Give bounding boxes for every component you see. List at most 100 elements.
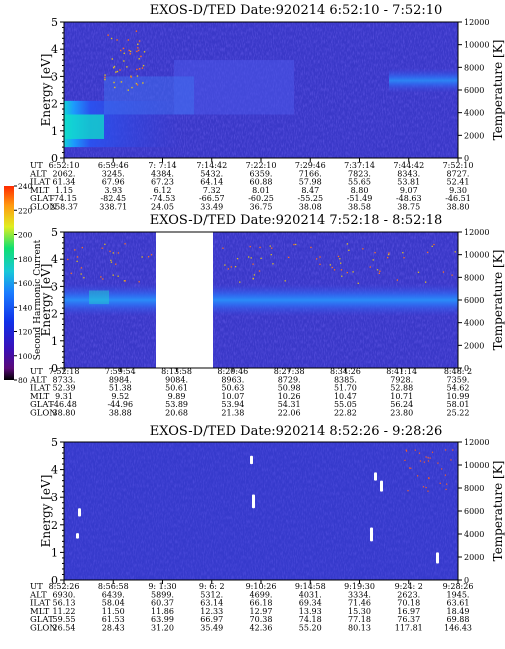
- y2-tick-label: 12000: [464, 228, 489, 237]
- y2-tick-label: 10000: [464, 461, 489, 470]
- table-cell: 61.34: [53, 178, 76, 187]
- table-cell: 9.30: [449, 186, 467, 195]
- table-cell: -74.15: [51, 194, 77, 203]
- table-cell: 69.88: [447, 615, 470, 624]
- colorbar-tick-label: 240: [18, 182, 33, 191]
- panel-title: EXOS-D/TED Date:920214 8:52:26 - 9:28:26: [150, 424, 443, 439]
- table-cell: 15.30: [348, 607, 371, 616]
- y2-axis: 0 2000 4000 6000 8000 10000 12000 Temperature […: [458, 438, 505, 585]
- table-cell: 50.63: [221, 384, 244, 393]
- colorbar-tick-label: 100: [18, 352, 33, 361]
- table-cell: 67.23: [151, 178, 174, 187]
- table-cell: 7823.: [348, 169, 371, 178]
- table-cell: -82.45: [100, 194, 126, 203]
- y-tick-label: 2: [51, 98, 58, 111]
- y2-tick-label: 0: [464, 364, 469, 373]
- table-cell: 25.22: [447, 409, 470, 418]
- table-cell: 35.49: [200, 624, 223, 633]
- table-cell: 22.82: [334, 409, 357, 418]
- table-cell: 6:52:10: [49, 161, 80, 170]
- y2-tick-label: 2000: [464, 131, 484, 140]
- y-tick-label: 3: [51, 70, 58, 83]
- table-cell: 24.05: [151, 203, 174, 212]
- table-cell: 11.86: [151, 607, 174, 616]
- table-cell: 76.37: [397, 615, 420, 624]
- table-cell: 10.71: [390, 392, 413, 401]
- table-cell: 338.71: [99, 203, 127, 212]
- table-cell: 5899.: [151, 590, 174, 599]
- table-cell: 8:52:26: [49, 582, 80, 591]
- y2-tick-label: 4000: [464, 109, 484, 118]
- table-cell: 56.24: [390, 400, 413, 409]
- y2-tick-label: 8000: [464, 484, 484, 493]
- table-cell: 38.80: [53, 409, 76, 418]
- table-cell: 11.50: [102, 607, 125, 616]
- row-label: MLT: [30, 186, 50, 196]
- table-cell: 11.22: [53, 607, 76, 616]
- y-tick-label: 0: [51, 362, 58, 375]
- row-label: GLON: [30, 203, 57, 213]
- colorbar-tick-label: 200: [18, 231, 33, 240]
- ephemeris-table: UTALTILATMLTGLATGLON7:52:188733.52.399.3…: [29, 367, 472, 419]
- row-label: GLAT: [30, 400, 54, 410]
- row-label: UT: [30, 367, 43, 377]
- table-cell: 8.01: [252, 186, 270, 195]
- table-cell: 3245.: [102, 169, 125, 178]
- table-cell: 8729.: [278, 375, 301, 384]
- table-cell: 3.93: [104, 186, 122, 195]
- y-tick-label: 2: [51, 308, 58, 321]
- table-cell: 77.18: [348, 615, 371, 624]
- y2-tick-label: 8000: [464, 273, 484, 282]
- table-cell: 8963.: [221, 375, 244, 384]
- table-cell: 70.38: [250, 615, 273, 624]
- panel-2: EXOS-D/TED Date:920214 7:52:18 - 8:52:18…: [29, 213, 505, 419]
- table-cell: 70.18: [397, 599, 420, 608]
- spectrogram: [64, 232, 458, 368]
- y-tick-label: 0: [51, 574, 58, 587]
- row-label: MLT: [30, 607, 50, 617]
- table-cell: 10.47: [334, 392, 357, 401]
- table-cell: 9: 1:30: [148, 582, 176, 591]
- table-cell: 63.14: [200, 599, 223, 608]
- table-cell: 23.80: [390, 409, 413, 418]
- table-cell: 9: 6: 2: [199, 582, 225, 591]
- table-cell: -51.49: [347, 194, 373, 203]
- table-cell: 3334.: [348, 590, 371, 599]
- table-cell: 9.07: [400, 186, 418, 195]
- row-label: ALT: [29, 590, 47, 600]
- table-cell: -55.25: [297, 194, 323, 203]
- table-cell: 7:29:46: [295, 161, 326, 170]
- row-label: GLON: [30, 409, 57, 419]
- table-cell: 10.99: [447, 392, 470, 401]
- table-cell: 22.06: [278, 409, 301, 418]
- table-cell: 9:28:26: [443, 582, 474, 591]
- table-cell: 51.70: [334, 384, 357, 393]
- row-label: GLAT: [30, 194, 54, 204]
- table-cell: 80.13: [348, 624, 371, 633]
- table-cell: 66.18: [250, 599, 273, 608]
- table-cell: 9:10:26: [246, 582, 277, 591]
- table-cell: 117.81: [395, 624, 423, 633]
- row-label: ILAT: [30, 178, 51, 188]
- table-cell: 38.58: [348, 203, 371, 212]
- colorbar-scale: [4, 186, 14, 380]
- table-cell: 56.13: [53, 599, 76, 608]
- y2-tick-label: 0: [464, 576, 469, 585]
- ephemeris-table: UTALTILATMLTGLATGLON8:52:266930.56.1311.…: [29, 582, 473, 634]
- y2-tick-label: 6000: [464, 507, 484, 516]
- table-cell: 38.88: [109, 409, 132, 418]
- y2-axis-label: Temperature [K]: [491, 40, 505, 141]
- y-axis: 0 1 2 3 4 5 Energy [eV]: [39, 226, 64, 375]
- y-tick-label: 5: [51, 436, 58, 449]
- table-cell: 67.96: [102, 178, 125, 187]
- table-cell: 7:14:42: [196, 161, 227, 170]
- table-cell: 6359.: [250, 169, 273, 178]
- table-cell: 74.18: [299, 615, 322, 624]
- colorbar: Second Harmonic Current 80 100 120 140 160 18…: [4, 182, 43, 385]
- colorbar-tick-label: 140: [18, 303, 33, 312]
- table-cell: 10.26: [278, 392, 301, 401]
- table-cell: 9:14:58: [295, 582, 326, 591]
- y2-axis: 0 2000 4000 6000 8000 10000 12000 Temperature […: [458, 228, 505, 373]
